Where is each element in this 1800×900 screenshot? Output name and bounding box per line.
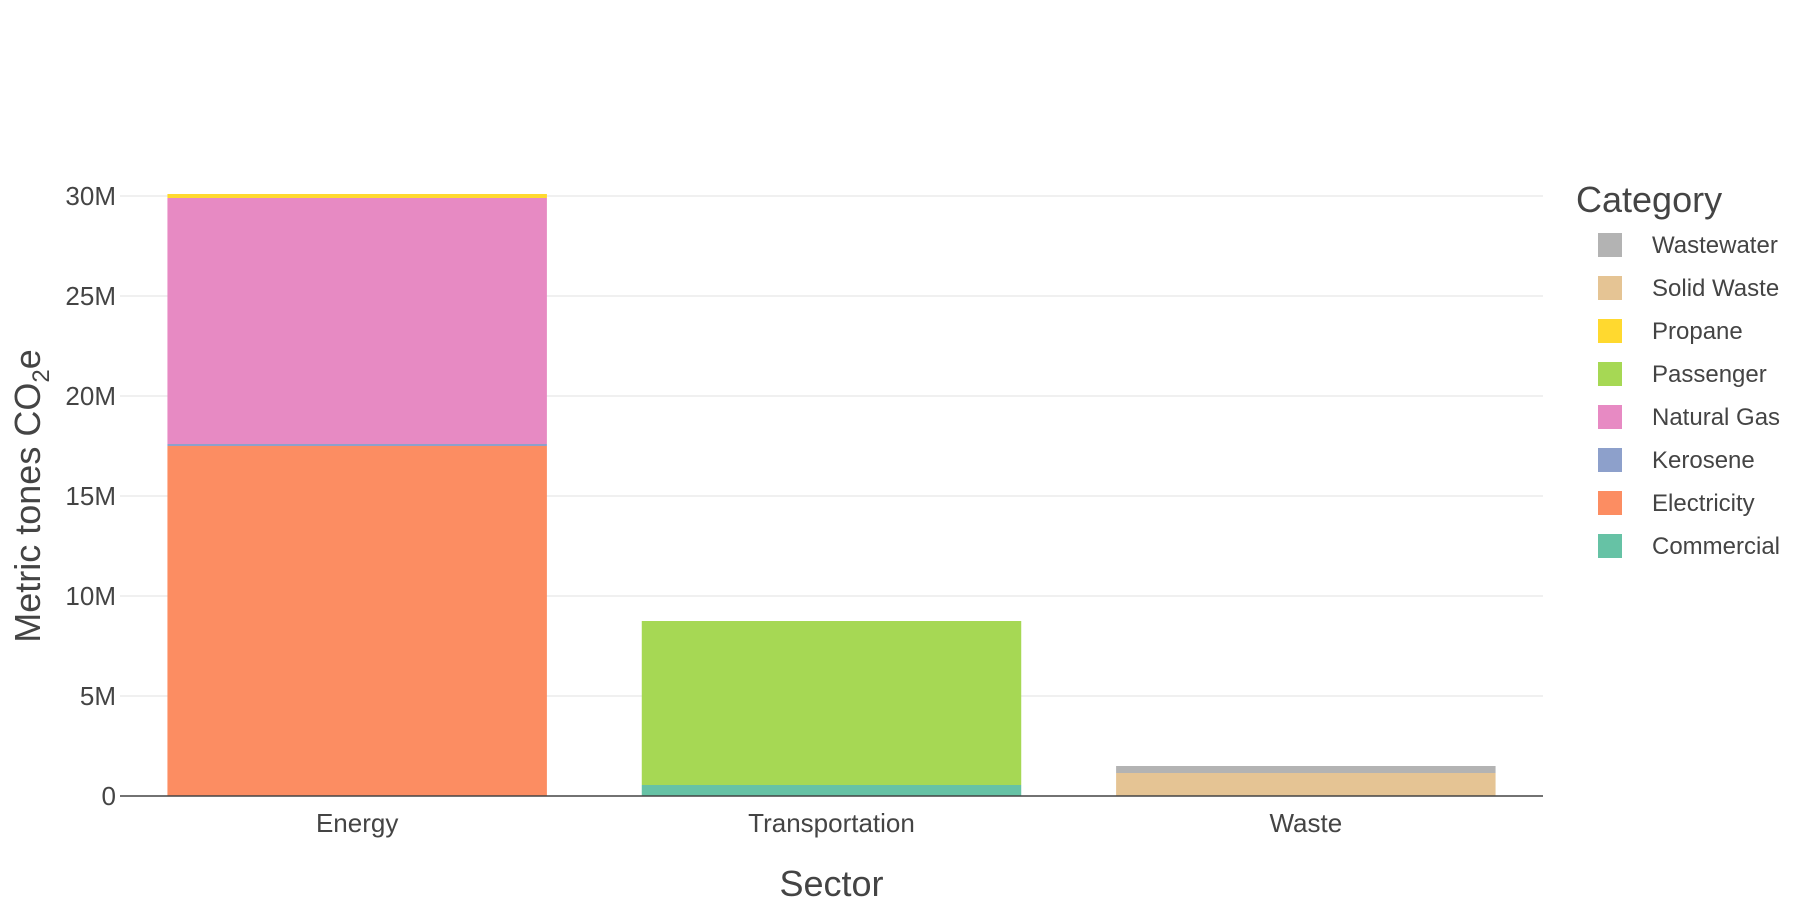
legend-label: Commercial — [1652, 533, 1780, 560]
y-axis-title: Metric tones CO2e — [7, 349, 55, 642]
legend-label: Solid Waste — [1652, 275, 1779, 302]
legend-swatch — [1598, 405, 1622, 429]
legend-swatch — [1598, 276, 1622, 300]
legend: Category Wastewater Solid Waste Propane Pas… — [1576, 179, 1780, 560]
y-axis-title-main: Metric tones CO — [7, 383, 48, 643]
bar-segment — [167, 446, 547, 796]
bar-segment — [167, 198, 547, 444]
x-axis-title: Sector — [779, 863, 883, 900]
legend-label: Electricity — [1652, 490, 1755, 517]
bar-segment — [641, 621, 1022, 785]
legend-label: Natural Gas — [1652, 404, 1780, 431]
y-tick-label: 10M — [65, 581, 116, 611]
y-tick-label: 25M — [65, 281, 116, 311]
y-tick-label: 5M — [80, 681, 116, 711]
bar-segment — [167, 194, 547, 198]
bar-segment — [1116, 773, 1496, 796]
y-axis-title-subscript: 2 — [28, 369, 55, 382]
legend-swatch — [1598, 534, 1622, 558]
legend-swatch — [1598, 362, 1622, 386]
y-tick-label: 0 — [102, 781, 116, 811]
y-tick-label: 20M — [65, 381, 116, 411]
x-tick-label: Transportation — [748, 808, 915, 838]
legend-swatch — [1598, 448, 1622, 472]
legend-label: Passenger — [1652, 361, 1767, 388]
bar-segment — [641, 785, 1022, 796]
legend-label: Propane — [1652, 318, 1743, 345]
y-axis-title-suffix: e — [7, 349, 48, 369]
x-tick-labels: Energy Transportation Waste — [316, 808, 1342, 838]
legend-swatch — [1598, 233, 1622, 257]
legend-swatch — [1598, 491, 1622, 515]
legend-title: Category — [1576, 179, 1722, 220]
y-tick-label: 15M — [65, 481, 116, 511]
bar-segment — [167, 444, 547, 446]
bar-stacks — [167, 194, 1496, 796]
x-tick-label: Energy — [316, 808, 398, 838]
y-tick-labels: 0 5M 10M 15M 20M 25M 30M — [65, 181, 116, 811]
legend-label: Kerosene — [1652, 447, 1755, 474]
bar-segment — [1116, 766, 1496, 773]
x-tick-label: Waste — [1269, 808, 1342, 838]
legend-swatch — [1598, 319, 1622, 343]
legend-label: Wastewater — [1652, 232, 1778, 259]
y-tick-label: 30M — [65, 181, 116, 211]
